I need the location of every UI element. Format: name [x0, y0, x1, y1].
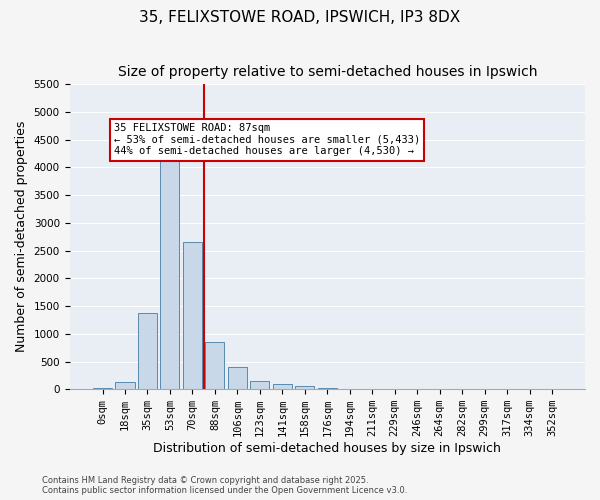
Bar	[250, 381, 269, 389]
Bar	[295, 386, 314, 389]
Text: 35, FELIXSTOWE ROAD, IPSWICH, IP3 8DX: 35, FELIXSTOWE ROAD, IPSWICH, IP3 8DX	[139, 10, 461, 25]
Bar	[115, 382, 134, 389]
Bar	[318, 388, 337, 389]
Bar	[183, 242, 202, 389]
Bar	[205, 342, 224, 389]
Bar	[138, 312, 157, 389]
X-axis label: Distribution of semi-detached houses by size in Ipswich: Distribution of semi-detached houses by …	[154, 442, 501, 455]
Y-axis label: Number of semi-detached properties: Number of semi-detached properties	[15, 121, 28, 352]
Bar	[228, 367, 247, 389]
Bar	[160, 151, 179, 389]
Bar	[93, 388, 112, 389]
Title: Size of property relative to semi-detached houses in Ipswich: Size of property relative to semi-detach…	[118, 65, 537, 79]
Bar	[273, 384, 292, 389]
Text: Contains HM Land Registry data © Crown copyright and database right 2025.
Contai: Contains HM Land Registry data © Crown c…	[42, 476, 407, 495]
Text: 35 FELIXSTOWE ROAD: 87sqm
← 53% of semi-detached houses are smaller (5,433)
44% : 35 FELIXSTOWE ROAD: 87sqm ← 53% of semi-…	[114, 123, 420, 156]
